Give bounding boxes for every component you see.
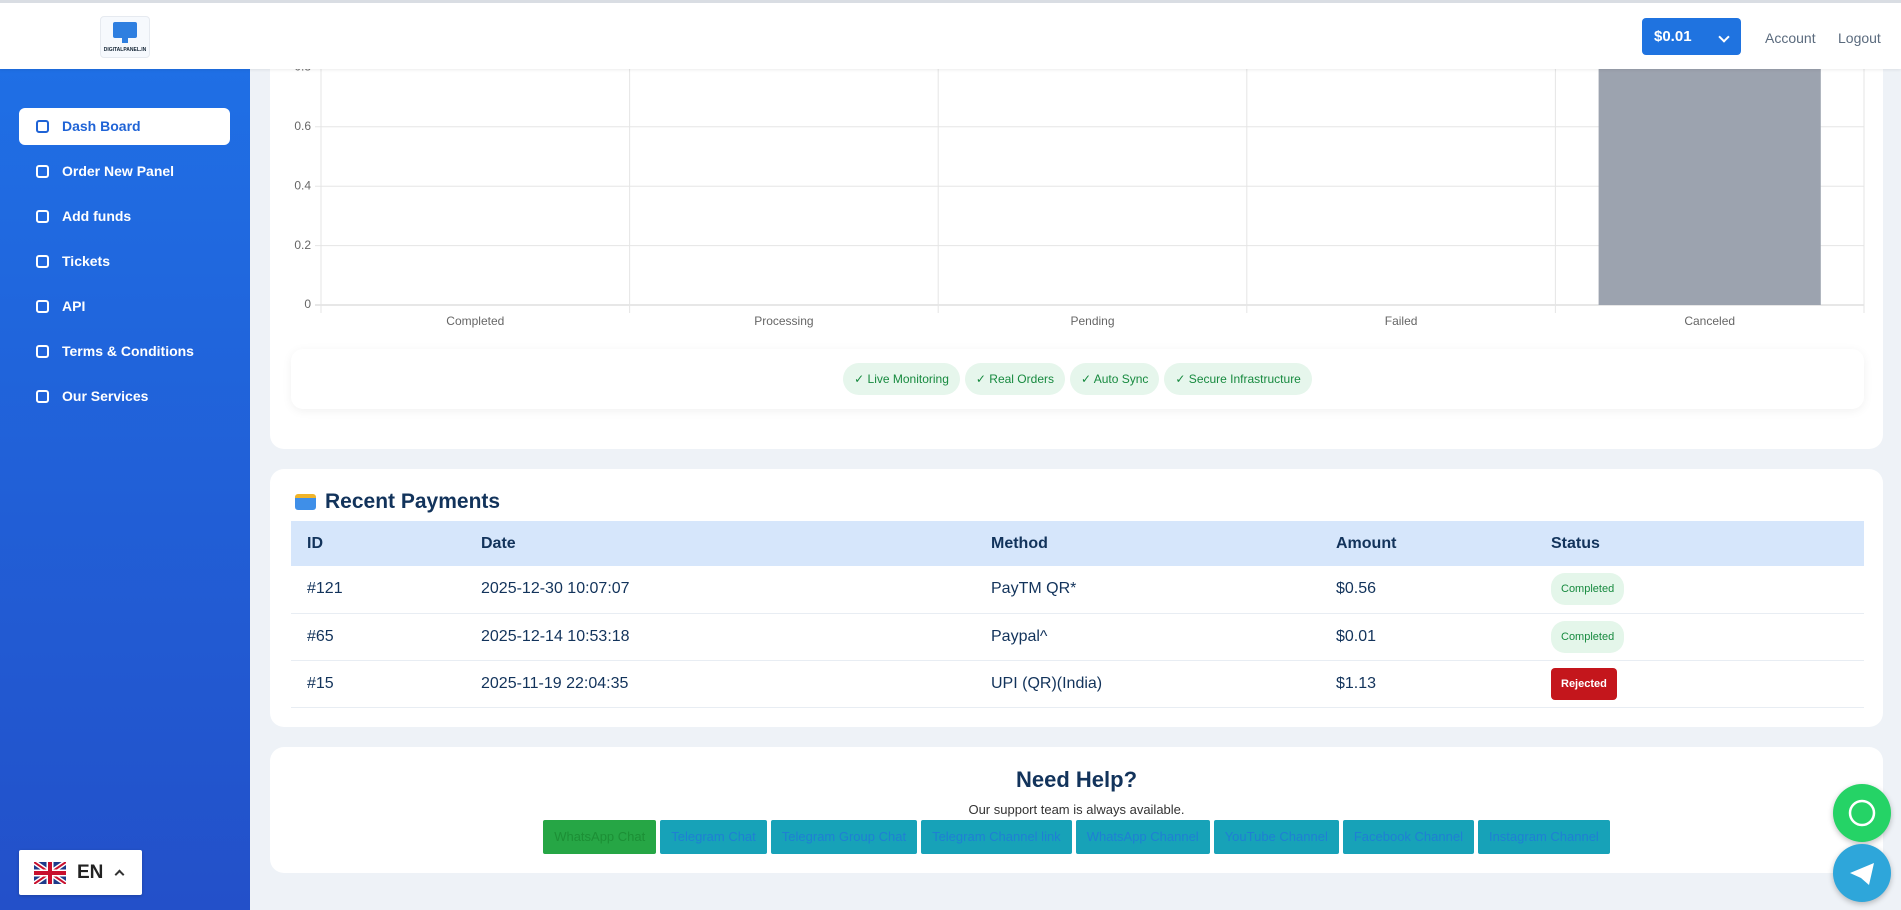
whatsapp-icon: [1848, 799, 1876, 827]
help-buttons: WhatsApp Chat Telegram Chat Telegram Group…: [270, 820, 1883, 854]
language-switcher[interactable]: EN: [19, 850, 142, 895]
status-badge: Completed: [1551, 620, 1625, 653]
x-tick-label: Processing: [754, 314, 813, 328]
feature-badge: ✓ Live Monitoring: [843, 363, 960, 395]
flag-icon: [34, 862, 66, 884]
column-header: Date: [465, 521, 975, 566]
help-button[interactable]: Facebook Channel: [1342, 820, 1474, 854]
whatsapp-float[interactable]: [1833, 784, 1891, 842]
payments-table: ID Date Method Amount Status #121 2025-12-30 …: [291, 521, 1864, 708]
help-button[interactable]: Instagram Channel: [1477, 820, 1610, 854]
language-code: EN: [77, 862, 104, 883]
help-button[interactable]: YouTube Channel: [1213, 820, 1339, 854]
help-button[interactable]: Telegram Channel link: [921, 820, 1072, 854]
logout-link[interactable]: Logout: [1838, 30, 1881, 46]
chart: 00.20.40.60.8CompletedProcessingPendingF…: [294, 0, 1865, 328]
caret: [114, 869, 125, 880]
menu-icon: [36, 390, 49, 403]
balance-button[interactable]: $0.01: [1642, 18, 1741, 55]
menu-label: Terms & Conditions: [62, 343, 194, 359]
menu-icon: [36, 345, 49, 358]
table-cell: Completed: [1535, 566, 1864, 614]
menu-item[interactable]: Tickets: [19, 243, 230, 280]
feature-badge: ✓ Secure Infrastructure: [1164, 363, 1312, 395]
menu-item[interactable]: Our Services: [19, 378, 230, 415]
column-header: ID: [291, 521, 465, 566]
table-cell: Completed: [1535, 613, 1864, 661]
telegram-icon: [1850, 863, 1874, 885]
x-tick-label: Canceled: [1684, 314, 1735, 328]
table-cell: PayTM QR*: [975, 566, 1320, 614]
column-header: Status: [1535, 521, 1864, 566]
y-tick-label: 0.6: [294, 119, 311, 133]
table-body: #121 2025-12-30 10:07:07 PayTM QR* $0.56 Com…: [291, 566, 1864, 708]
logo-icon: [113, 22, 137, 43]
table-cell: Rejected: [1535, 660, 1864, 708]
menu-item[interactable]: Add funds: [19, 198, 230, 235]
table-cell: $0.56: [1320, 566, 1535, 614]
header: DIGITALPANEL.IN $0.01 Account Logout: [0, 0, 1901, 69]
table-cell: UPI (QR)(India): [975, 660, 1320, 708]
logo-text: DIGITALPANEL.IN: [103, 47, 147, 53]
status-badge: Completed: [1551, 573, 1625, 606]
menu-item[interactable]: Terms & Conditions: [19, 333, 230, 370]
help-title: Need Help?: [1015, 767, 1138, 792]
table-header: ID Date Method Amount Status: [291, 521, 1864, 566]
table-cell: 2025-12-14 10:53:18: [465, 613, 975, 661]
status-badge: Rejected: [1551, 667, 1617, 700]
menu-icon: [36, 255, 49, 268]
table-cell: #65: [291, 613, 465, 661]
y-tick-label: 0.2: [294, 238, 311, 252]
x-tick-label: Completed: [446, 314, 504, 328]
features: ✓ Live Monitoring ✓ Real Orders ✓ Auto Syn…: [291, 349, 1864, 409]
sidebar: Dash Board Order New Panel Add funds Ticket…: [0, 69, 250, 910]
table-row: #65 2025-12-14 10:53:18 Paypal^ $0.01 Comple…: [291, 613, 1864, 661]
table-cell: 2025-12-30 10:07:07: [465, 566, 975, 614]
menu-item[interactable]: API: [19, 288, 230, 325]
menu-label: API: [62, 298, 86, 314]
telegram-float[interactable]: [1833, 844, 1891, 902]
flag: [34, 862, 66, 884]
table-cell: #121: [291, 566, 465, 614]
table-cell: #15: [291, 660, 465, 708]
help-subtitle: Our support team is always available.: [968, 802, 1185, 817]
menu-icon: [36, 300, 49, 313]
help-button[interactable]: WhatsApp Channel: [1075, 820, 1210, 854]
menu-label: Tickets: [62, 253, 110, 269]
menu-item[interactable]: Dash Board: [19, 108, 230, 145]
menu-label: Order New Panel: [62, 163, 175, 179]
menu-icon: [36, 210, 49, 223]
menu-label: Our Services: [62, 388, 149, 404]
help-button[interactable]: Telegram Group Chat: [770, 820, 918, 854]
table-cell: 2025-11-19 22:04:35: [465, 660, 975, 708]
feature-badge: ✓ Auto Sync: [1069, 363, 1160, 395]
menu-icon: [36, 165, 49, 178]
menu-label: Dash Board: [62, 118, 141, 134]
feature-badge: ✓ Real Orders: [964, 363, 1065, 395]
table-row: #15 2025-11-19 22:04:35 UPI (QR)(India) $1.…: [291, 660, 1864, 708]
x-tick-label: Pending: [1070, 314, 1114, 328]
card-icon: [295, 494, 316, 510]
help-button[interactable]: WhatsApp Chat: [543, 820, 657, 854]
logo[interactable]: [100, 16, 150, 58]
menu-label: Add funds: [62, 208, 132, 224]
table-row: #121 2025-12-30 10:07:07 PayTM QR* $0.56 Com…: [291, 566, 1864, 614]
table-cell: $0.01: [1320, 613, 1535, 661]
menu-item[interactable]: Order New Panel: [19, 153, 230, 190]
menu-icon: [36, 120, 49, 133]
account-link[interactable]: Account: [1765, 30, 1816, 46]
table-cell: Paypal^: [975, 613, 1320, 661]
y-tick-label: 0: [304, 297, 311, 311]
section-title: Recent Payments: [325, 490, 501, 513]
x-tick-label: Failed: [1385, 314, 1418, 328]
column-header: Amount: [1320, 521, 1535, 566]
table-cell: $1.13: [1320, 660, 1535, 708]
help-button[interactable]: Telegram Chat: [660, 820, 767, 854]
y-tick-label: 0.4: [294, 178, 311, 192]
column-header: Method: [975, 521, 1320, 566]
